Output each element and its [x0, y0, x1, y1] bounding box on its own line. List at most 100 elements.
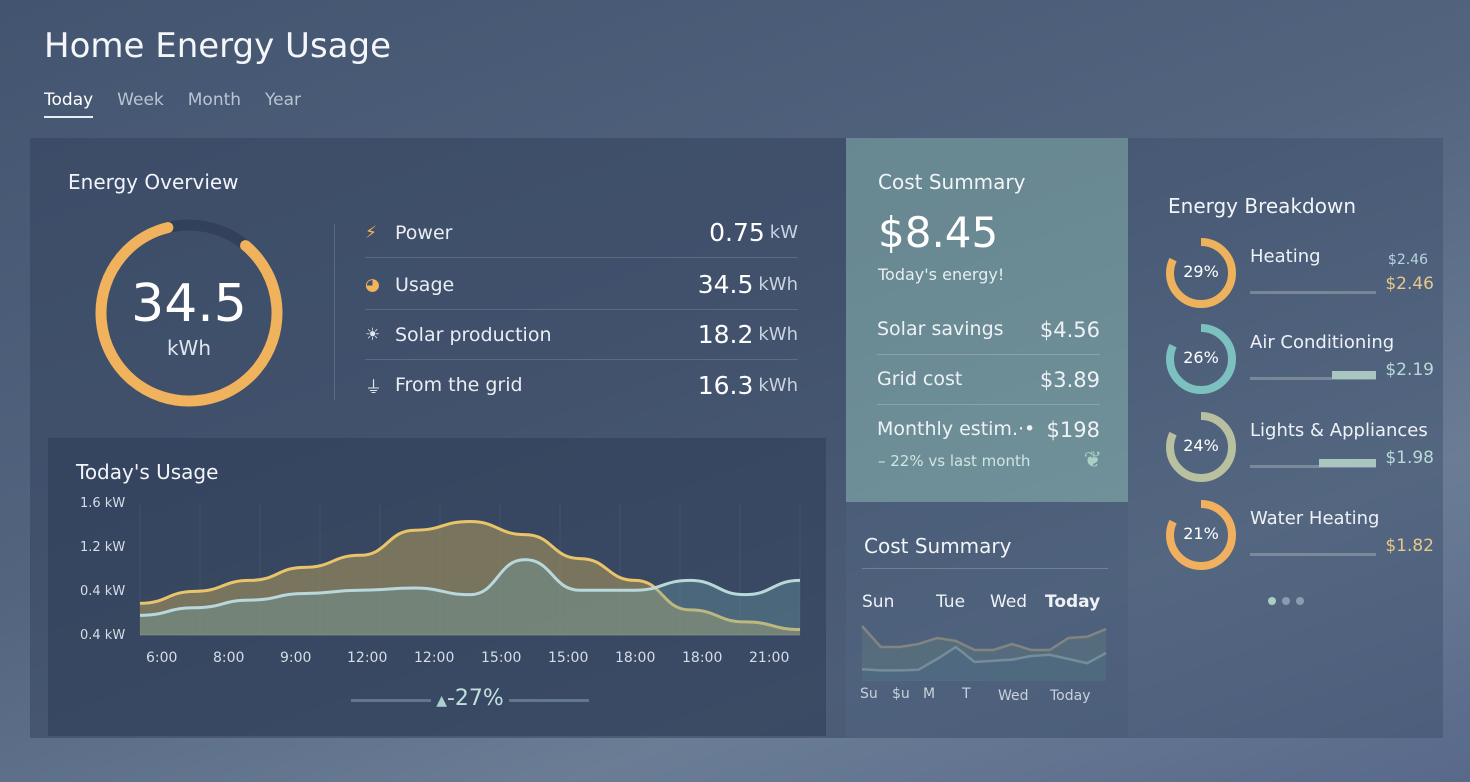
x-label: Wed — [998, 688, 1029, 704]
overview-title: Energy Overview — [68, 170, 239, 194]
item-price: $1.82 — [1385, 536, 1434, 556]
stat-label: Power — [395, 221, 453, 244]
ring-progress — [95, 219, 283, 407]
series-area — [140, 559, 800, 635]
percent-label: 26% — [1183, 348, 1219, 367]
tab-year[interactable]: Year — [265, 90, 302, 110]
percent-donut — [1166, 324, 1236, 394]
x-tick: 9:00 — [280, 650, 312, 666]
total-value: 34.5 — [131, 274, 247, 334]
day-label: Today — [1045, 592, 1101, 612]
cost-summary-panel: Cost Summary $8.45 Today's energy! Solar… — [846, 138, 1128, 502]
energy-breakdown-panel: Energy Breakdown — [1128, 138, 1443, 738]
total-unit: kWh — [166, 336, 212, 360]
page-dot[interactable] — [1295, 597, 1304, 605]
x-tick: 15:00 — [481, 650, 522, 666]
series-line — [139, 558, 801, 617]
row-label: Grid cost — [877, 368, 963, 390]
breakdown-item[interactable]: 29% Heating $2.46 $2.46 — [1164, 236, 1434, 310]
page-dot[interactable] — [1267, 597, 1276, 605]
pie-icon: ◕ — [365, 274, 380, 295]
breakdown-item[interactable]: 21% Water Heating $1.82 — [1164, 498, 1434, 572]
cost-chart-title: Cost Summary — [864, 534, 1012, 558]
day-label: Sun — [862, 592, 895, 612]
breakdown-item[interactable]: 24% Lights & Appliances $1.98 — [1164, 410, 1434, 484]
stat-label: Solar production — [395, 323, 552, 346]
item-name: Lights & Appliances — [1250, 420, 1428, 441]
stat-power: ⚡ Power 0.75 kW — [365, 208, 798, 258]
stat-value: 16.3 — [697, 370, 754, 400]
leaf-icon: ▲ — [436, 693, 447, 709]
breakdown-item[interactable]: 26% Air Conditioning $2.19 — [1164, 322, 1434, 396]
x-label: Su — [860, 686, 878, 702]
stat-solar: ☀ Solar production 18.2 kWh — [365, 310, 798, 360]
cost-row: Solar savings $4.56 — [877, 318, 1100, 355]
item-price: $2.19 — [1385, 360, 1434, 380]
stat-unit: kWh — [758, 274, 798, 295]
item-price: $1.98 — [1385, 448, 1434, 468]
row-label: Monthly estim.·• — [877, 418, 1036, 440]
usage-change: ▲-27% — [300, 686, 640, 711]
stat-value: 34.5 — [697, 270, 754, 299]
item-bar — [1250, 459, 1376, 468]
item-price: $2.46 — [1385, 274, 1434, 294]
day-label: Tue — [936, 592, 966, 612]
cost-subtitle: Today's energy! — [878, 265, 1005, 284]
usage-title: Today's Usage — [76, 460, 219, 484]
stat-unit: kWh — [758, 324, 798, 345]
stat-label: From the grid — [395, 374, 523, 396]
x-tick: 18:00 — [615, 650, 656, 666]
y-tick: 1.2 kW — [80, 540, 126, 555]
tab-month[interactable]: Month — [187, 90, 242, 110]
x-tick: 12:00 — [347, 650, 388, 666]
x-tick: 21:00 — [749, 650, 790, 666]
x-tick: 12:00 — [414, 650, 455, 666]
stat-value: 18.2 — [697, 320, 754, 349]
leaf-icon: ❦ — [1083, 448, 1102, 473]
plug-icon: ⏚ — [365, 377, 382, 398]
item-name: Heating — [1250, 246, 1321, 267]
percent-donut — [1166, 500, 1236, 570]
x-label: T — [962, 686, 971, 702]
cost-row: Monthly estim.·• $198 — [877, 418, 1100, 454]
percent-label: 21% — [1183, 524, 1219, 543]
stat-unit: kWh — [758, 374, 798, 396]
y-tick: 0.4 kW — [80, 584, 126, 599]
total-usage-ring: 34.5 kWh — [84, 216, 294, 410]
item-price-top: $2.46 — [1387, 252, 1428, 268]
tab-week[interactable]: Week — [117, 90, 164, 110]
x-label: Today — [1050, 688, 1091, 704]
item-name: Air Conditioning — [1250, 332, 1395, 353]
row-label: Solar savings — [877, 318, 1004, 340]
percent-donut — [1166, 412, 1236, 482]
row-value: $4.56 — [1039, 318, 1100, 342]
x-label: $u — [892, 686, 910, 702]
page-dot[interactable] — [1281, 597, 1290, 605]
percent-label: 29% — [1183, 262, 1219, 281]
row-value: $198 — [1046, 418, 1100, 442]
day-label: Wed — [990, 592, 1028, 612]
pagination-dots — [1128, 590, 1443, 609]
usage-change-value: -27% — [446, 686, 504, 711]
x-label: M — [923, 686, 936, 702]
percent-donut — [1166, 238, 1236, 308]
y-tick: 1.6 kW — [80, 496, 126, 511]
x-tick: 8:00 — [213, 650, 245, 666]
x-tick: 18:00 — [682, 650, 723, 666]
item-bar — [1250, 553, 1376, 556]
item-bar — [1250, 291, 1376, 294]
row-value: $3.89 — [1039, 368, 1100, 392]
item-bar — [1250, 371, 1376, 380]
period-tabs: Today Week Month Year — [44, 90, 301, 118]
series-line — [139, 519, 801, 632]
stats-list: ⚡ Power 0.75 kW ◕ Usage 34.5 kWh ☀ Solar produc… — [334, 218, 798, 400]
y-tick: 0.4 kW — [80, 628, 126, 643]
stat-unit: kW — [769, 222, 798, 243]
tab-today[interactable]: Today — [44, 90, 94, 118]
page-title: Home Energy Usage — [44, 26, 391, 66]
todays-usage-panel: Today's Usage — [48, 438, 826, 736]
percent-label: 24% — [1183, 436, 1219, 455]
series-area — [140, 521, 800, 635]
cost-summary-title: Cost Summary — [878, 170, 1026, 194]
breakdown-title: Energy Breakdown — [1168, 194, 1356, 218]
